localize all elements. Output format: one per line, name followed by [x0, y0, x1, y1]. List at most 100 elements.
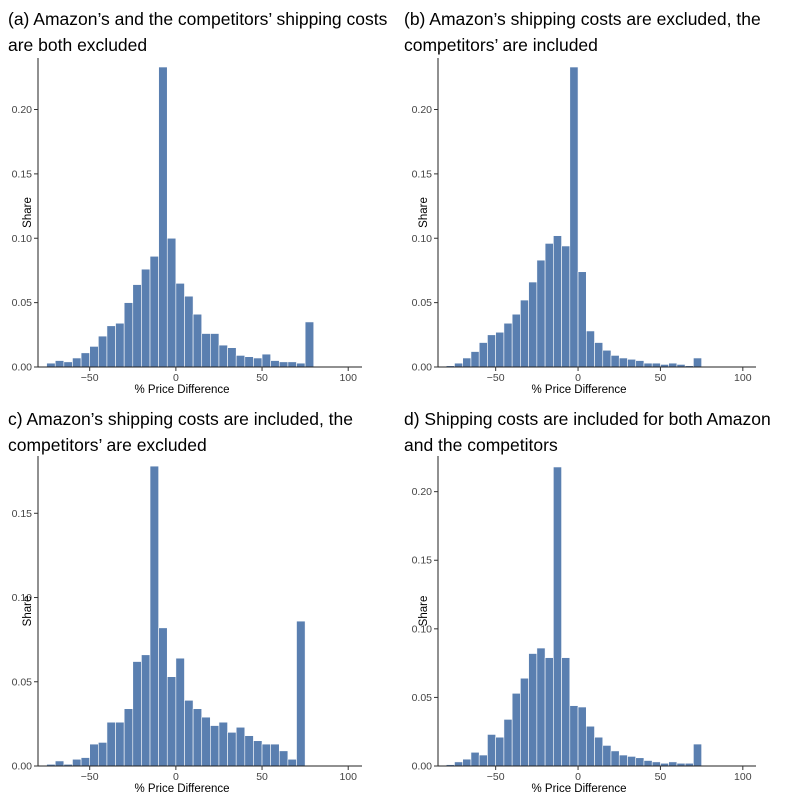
x-axis-title: % Price Difference [134, 384, 229, 396]
histogram-bar [98, 335, 108, 368]
histogram-bar [98, 742, 108, 767]
histogram-bar [89, 346, 99, 368]
histogram-bar [149, 465, 159, 767]
histogram-bar [569, 66, 579, 368]
histogram-bar [227, 347, 237, 368]
histogram-bar [693, 743, 702, 767]
histogram-bar [693, 357, 702, 368]
histogram-bar [304, 321, 315, 368]
histogram-bar [602, 349, 612, 368]
histogram-bar [158, 627, 168, 767]
histogram-bar [218, 721, 228, 767]
histogram-bar [184, 295, 194, 368]
histogram-bar [528, 281, 538, 368]
x-tick-label: −50 [487, 771, 505, 783]
histogram-bar [54, 760, 65, 767]
histogram-bar [158, 66, 168, 368]
histogram-bar [561, 245, 571, 368]
histogram-bar [132, 284, 142, 368]
histogram-bar [261, 743, 271, 767]
histogram-bar [585, 725, 595, 767]
histogram-bar [520, 677, 529, 767]
y-axis-title: Share [22, 197, 34, 228]
histogram-bar [627, 358, 637, 368]
histogram-bar [166, 237, 177, 368]
histogram-bar [253, 740, 263, 767]
y-tick-label: 0.05 [12, 676, 33, 688]
histogram-bar [503, 322, 513, 368]
y-tick-label: 0.05 [412, 297, 433, 309]
histogram-bar [149, 255, 159, 368]
histogram-bar [643, 760, 653, 767]
histogram-bar [201, 716, 211, 767]
histogram-bar [192, 708, 203, 767]
histogram-bar [72, 357, 82, 368]
histogram-bar [536, 647, 546, 767]
y-tick-label: 0.00 [412, 761, 433, 773]
histogram-bar [278, 750, 289, 767]
histogram-bar [495, 736, 505, 767]
x-tick-label: 0 [173, 372, 179, 384]
panel-a: (a) Amazon’s and the competitors’ shippi… [0, 0, 396, 400]
histogram-bar [227, 732, 237, 767]
histogram-bar [585, 330, 595, 368]
histogram-bar [80, 352, 91, 368]
histogram-bar [618, 754, 628, 767]
histogram-bar [602, 745, 612, 767]
y-tick-label: 0.05 [412, 692, 433, 704]
histogram-bar [270, 360, 280, 368]
histogram-bar [569, 705, 579, 767]
histogram-bar [610, 355, 620, 368]
x-tick-label: −50 [487, 372, 505, 384]
histogram-bar [210, 333, 220, 368]
histogram-bar [106, 721, 116, 767]
histogram-bar [668, 362, 678, 368]
histogram-bar [668, 761, 678, 767]
histogram-bar [72, 758, 82, 767]
histogram-bar [643, 362, 653, 368]
histogram-bar [89, 743, 99, 767]
x-tick-label: 50 [655, 771, 667, 783]
x-tick-label: −50 [81, 771, 99, 783]
histogram-bar [462, 758, 472, 767]
x-tick-label: 100 [339, 372, 357, 384]
histogram-bar [244, 735, 254, 767]
histogram-bar [278, 361, 289, 368]
y-axis-title: Share [22, 596, 34, 627]
y-tick-label: 0.05 [12, 297, 33, 309]
histogram-bar [210, 725, 220, 767]
y-tick-label: 0.15 [12, 168, 33, 180]
histogram-bar [610, 750, 620, 767]
histogram-bar [635, 757, 645, 767]
histogram-bar [478, 754, 488, 767]
histogram-bar [511, 313, 521, 368]
histogram-bar [520, 299, 529, 368]
panel-d: d) Shipping costs are included for both … [396, 400, 792, 800]
histogram-bar [544, 657, 554, 767]
histogram-bar [218, 344, 228, 368]
y-tick-label: 0.00 [12, 362, 33, 374]
histogram-bar [192, 313, 203, 368]
chart-title: (b) Amazon’s shipping costs are excluded… [404, 9, 761, 55]
histogram-bar [244, 356, 254, 368]
histogram-bar [141, 654, 151, 767]
histogram-bar [454, 761, 464, 767]
y-tick-label: 0.10 [412, 623, 433, 635]
histogram-bar [553, 235, 562, 368]
histogram-bar [261, 353, 271, 368]
histogram-bar [495, 331, 505, 368]
histogram-bar [115, 322, 125, 368]
x-tick-label: 50 [655, 372, 667, 384]
histogram-bar [651, 362, 661, 368]
x-tick-label: 100 [734, 771, 752, 783]
histogram-bar [235, 355, 246, 368]
chart-title: c) Amazon’s shipping costs are included,… [8, 409, 354, 455]
histogram-bar [651, 761, 661, 767]
histogram-bar [528, 653, 538, 767]
histogram-plot: 0.00 0.05 0.10 0.15 0.20 −50 0 50 100 % Price Dif… [12, 58, 362, 396]
chart-title: (a) Amazon’s and the competitors’ shippi… [8, 9, 388, 55]
histogram-bar [80, 757, 91, 767]
histogram-bar [201, 333, 211, 368]
histogram-bar [594, 736, 604, 767]
histogram-bar [123, 708, 134, 767]
